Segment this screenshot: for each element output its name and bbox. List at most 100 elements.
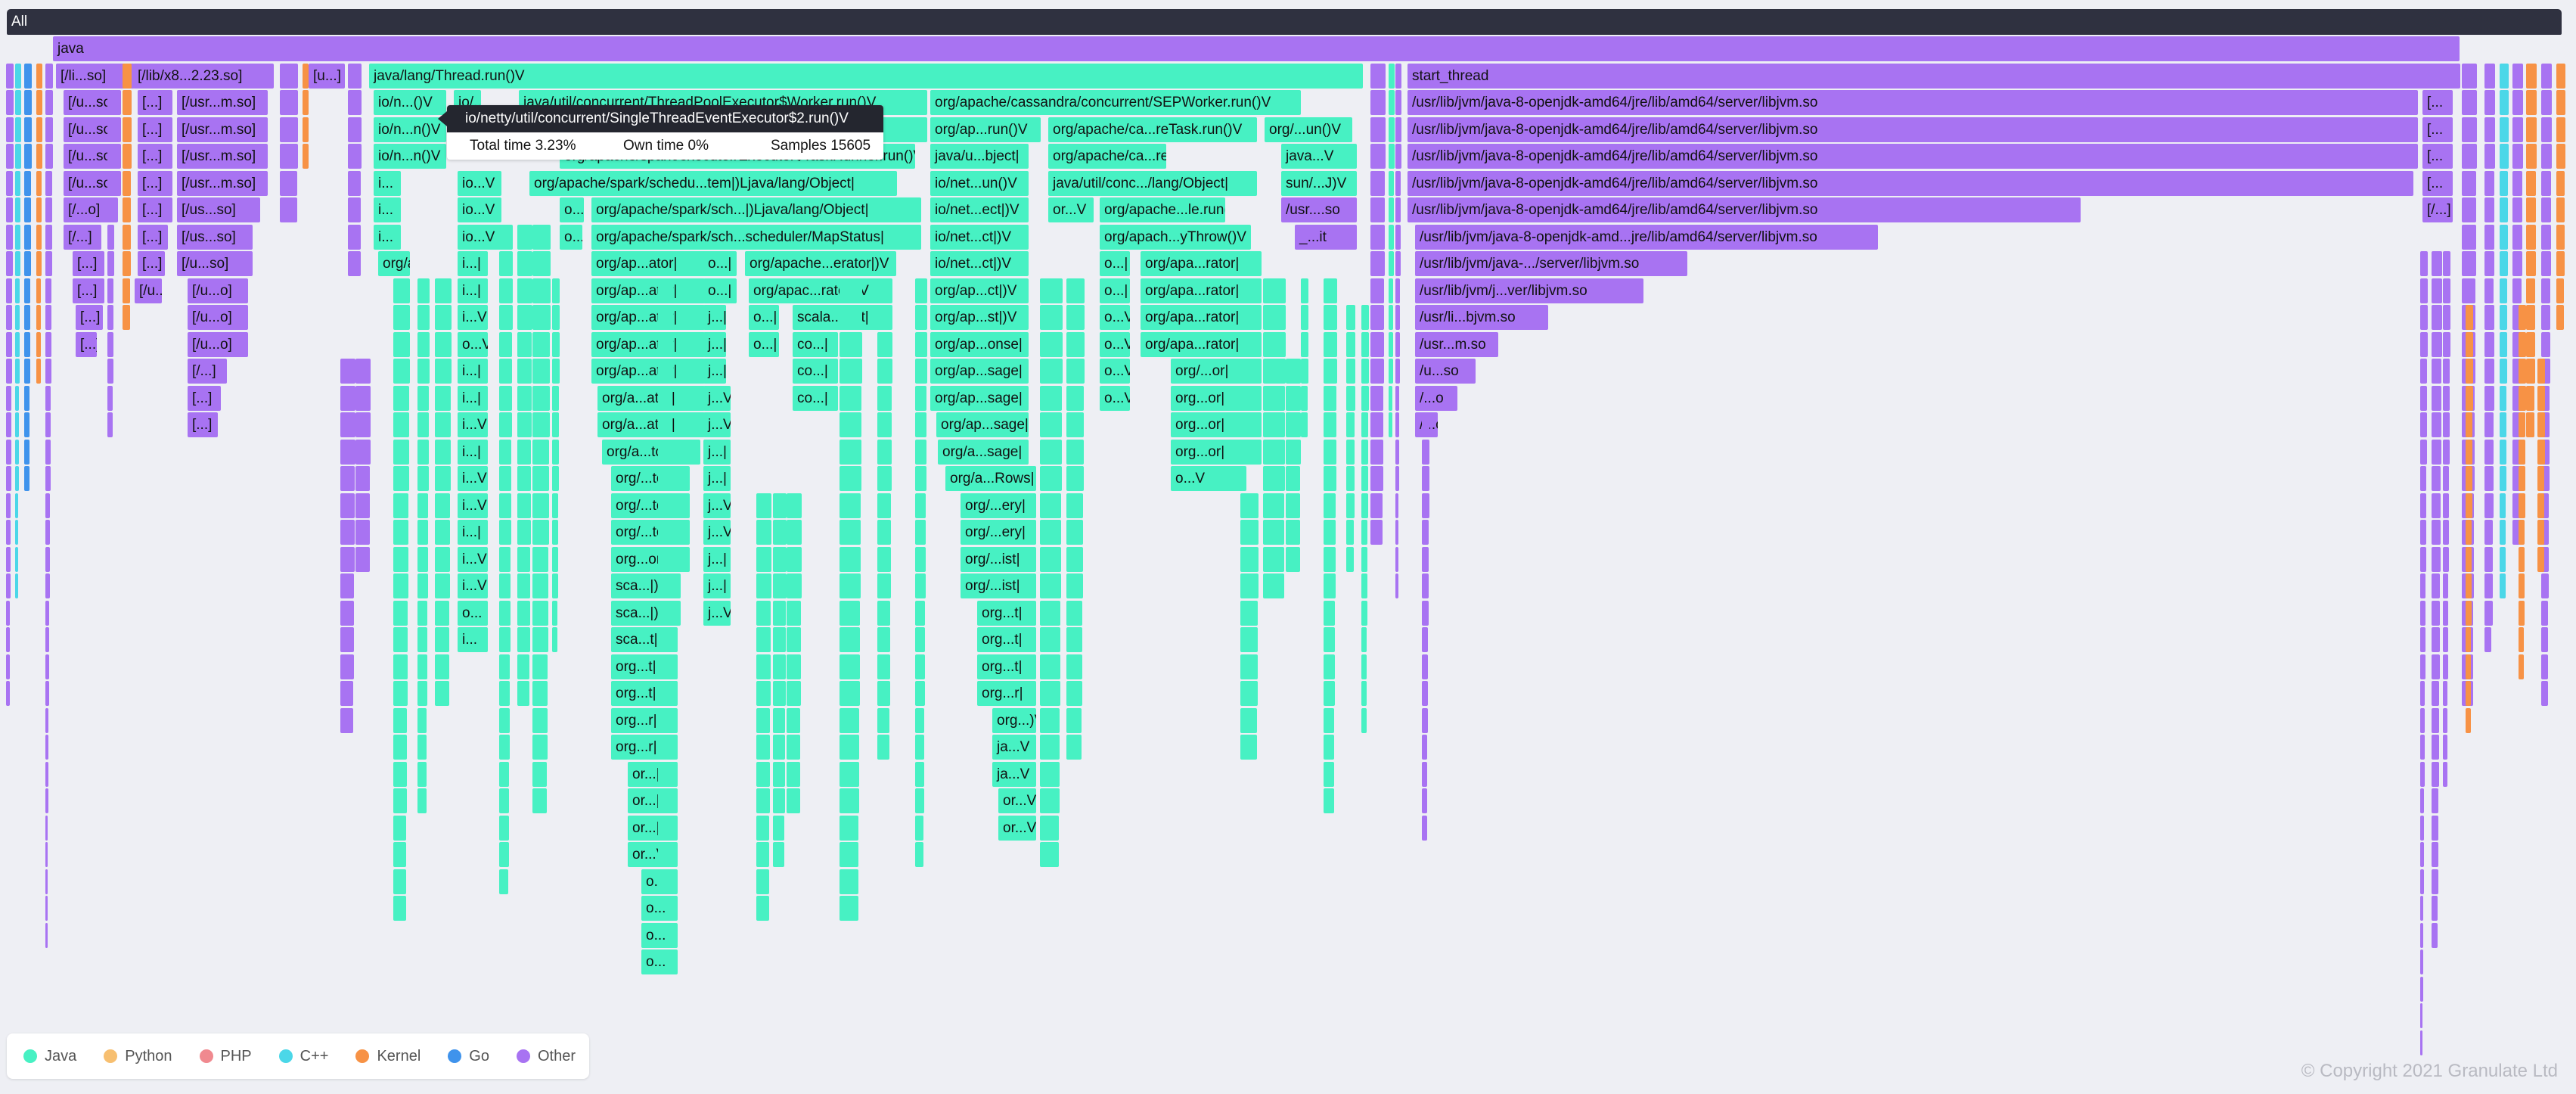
flame-frame-slim[interactable]	[1422, 815, 1427, 841]
flame-frame-slim[interactable]	[107, 359, 113, 384]
flame-frame[interactable]: org/apa...rator|	[1141, 278, 1262, 303]
flame-frame-slim[interactable]	[393, 439, 409, 465]
flame-frame-slim[interactable]	[45, 520, 50, 545]
flame-frame-slim[interactable]	[499, 707, 510, 733]
flame-frame-slim[interactable]	[756, 842, 769, 867]
flame-frame-slim[interactable]	[1040, 278, 1063, 303]
flame-frame-slim[interactable]	[773, 707, 785, 733]
flame-frame-slim[interactable]	[1361, 681, 1367, 706]
flame-frame[interactable]: org/a...ator|	[597, 412, 705, 437]
flame-frame-slim[interactable]	[2537, 439, 2545, 465]
flame-frame-slim[interactable]	[36, 224, 42, 250]
flame-frame-slim[interactable]	[877, 654, 890, 679]
flame-frame-slim[interactable]	[2466, 520, 2472, 545]
flame-frame-slim[interactable]	[15, 224, 20, 250]
flame-frame-slim[interactable]	[552, 359, 560, 384]
flame-frame-slim[interactable]	[2443, 331, 2450, 357]
flame-frame-slim[interactable]	[2420, 681, 2425, 706]
flame-frame-slim[interactable]	[417, 627, 427, 652]
flame-frame[interactable]: j...|	[703, 466, 731, 491]
flame-frame-slim[interactable]	[1370, 439, 1383, 465]
flame-frame-slim[interactable]	[435, 493, 450, 518]
flame-frame-slim[interactable]	[1370, 385, 1383, 411]
flame-frame-slim[interactable]	[840, 412, 861, 437]
flame-frame-slim[interactable]	[1286, 520, 1300, 545]
flame-frame-slim[interactable]	[787, 600, 801, 626]
flame-frame-slim[interactable]	[1240, 654, 1258, 679]
flame-frame[interactable]: i...|	[458, 520, 488, 545]
flame-frame[interactable]: [...]	[73, 278, 104, 303]
flame-frame-slim[interactable]	[36, 197, 42, 222]
flame-frame-slim[interactable]	[2462, 144, 2477, 169]
flame-frame[interactable]: sun/...J)V	[1281, 170, 1357, 196]
flame-frame[interactable]: o...|	[1100, 278, 1130, 303]
flame-frame-slim[interactable]	[6, 573, 11, 598]
flame-frame-slim[interactable]	[36, 90, 42, 115]
flame-frame-slim[interactable]	[123, 144, 132, 169]
flame-frame-slim[interactable]	[517, 385, 532, 411]
flame-frame[interactable]: org/apac...rator|)V	[749, 278, 889, 303]
flame-frame-slim[interactable]	[840, 788, 859, 813]
flame-frame-slim[interactable]	[107, 385, 113, 411]
flame-frame[interactable]: [...	[2422, 117, 2453, 142]
flame-frame[interactable]: [/u...so]	[64, 90, 121, 115]
flame-frame-slim[interactable]	[552, 493, 558, 518]
flame-frame[interactable]: or...V	[998, 815, 1036, 841]
flame-frame-slim[interactable]	[1395, 63, 1401, 89]
flame-frame-slim[interactable]	[787, 761, 800, 787]
flame-frame-slim[interactable]	[840, 681, 860, 706]
flame-frame[interactable]: [/...]	[188, 359, 227, 384]
flame-frame-slim[interactable]	[658, 869, 669, 894]
flame-frame-slim[interactable]	[45, 707, 48, 733]
flame-frame-slim[interactable]	[1040, 788, 1060, 813]
flame-frame[interactable]: [/u...o]	[188, 278, 248, 303]
flame-frame-slim[interactable]	[2443, 305, 2450, 330]
flame-frame-slim[interactable]	[435, 359, 452, 384]
flame-frame-slim[interactable]	[2420, 627, 2425, 652]
flame-frame-slim[interactable]	[1370, 466, 1383, 491]
flame-frame-slim[interactable]	[2462, 251, 2476, 276]
flame-frame-slim[interactable]	[1395, 439, 1399, 465]
flame-frame-slim[interactable]	[1346, 439, 1355, 465]
flame-frame-slim[interactable]	[2432, 493, 2441, 518]
flame-frame-slim[interactable]	[393, 331, 410, 357]
flame-frame-slim[interactable]	[2420, 896, 2423, 921]
flame-frame-slim[interactable]	[303, 117, 309, 142]
flame-frame-slim[interactable]	[1040, 412, 1062, 437]
flame-frame-slim[interactable]	[787, 573, 802, 598]
flame-frame-slim[interactable]	[6, 385, 11, 411]
flame-frame-slim[interactable]	[123, 197, 131, 222]
flame-frame-slim[interactable]	[417, 573, 428, 598]
flame-frame-slim[interactable]	[1324, 573, 1336, 598]
flame-frame-slim[interactable]	[2432, 654, 2440, 679]
flame-frame-slim[interactable]	[1324, 493, 1336, 518]
flame-frame-slim[interactable]	[1066, 654, 1082, 679]
flame-frame-slim[interactable]	[1361, 573, 1367, 598]
flame-frame-slim[interactable]	[2432, 385, 2441, 411]
flame-frame-slim[interactable]	[2484, 90, 2495, 115]
flame-frame-slim[interactable]	[2556, 251, 2565, 276]
flame-frame-slim[interactable]	[417, 359, 430, 384]
flame-frame-slim[interactable]	[499, 278, 513, 303]
flame-frame-slim[interactable]	[2432, 520, 2441, 545]
flame-frame-slim[interactable]	[15, 170, 20, 196]
flame-frame-slim[interactable]	[348, 251, 361, 276]
flame-frame-slim[interactable]	[393, 627, 408, 652]
flame-frame-slim[interactable]	[1361, 493, 1368, 518]
flame-frame[interactable]: org/apache...erator|)V	[745, 251, 896, 276]
flame-frame[interactable]: org/ap...sage|	[930, 359, 1029, 384]
flame-frame-slim[interactable]	[658, 439, 672, 465]
flame-frame-slim[interactable]	[393, 788, 407, 813]
flame-frame-slim[interactable]	[1324, 466, 1336, 491]
flame-frame[interactable]: [/u...o]	[188, 305, 248, 330]
flame-frame-slim[interactable]	[2420, 520, 2426, 545]
flame-frame-slim[interactable]	[2484, 251, 2494, 276]
flame-frame-slim[interactable]	[417, 412, 429, 437]
flame-frame-slim[interactable]	[1395, 493, 1398, 518]
flame-frame-slim[interactable]	[417, 681, 427, 706]
flame-frame-slim[interactable]	[45, 922, 48, 948]
flame-frame-slim[interactable]	[1240, 573, 1259, 598]
flame-frame-slim[interactable]	[499, 869, 508, 894]
flame-frame-slim[interactable]	[1286, 412, 1301, 437]
